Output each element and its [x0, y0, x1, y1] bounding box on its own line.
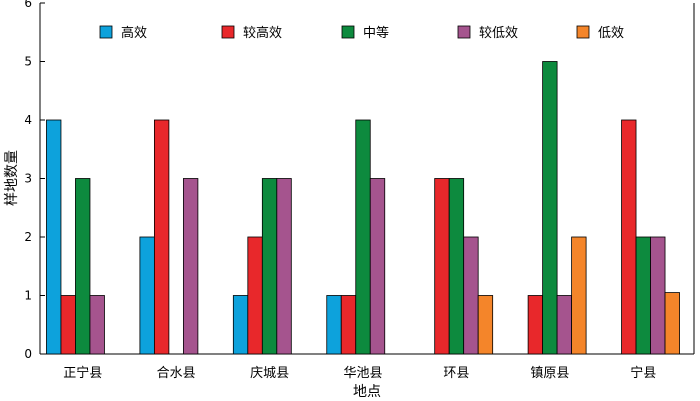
bar-7-5	[664, 292, 680, 355]
bar-6-3	[542, 61, 558, 355]
x-tick-labels: 正宁县 合水县 庆城县 华池县 环县 镇原县 宁县	[63, 365, 656, 381]
y-tick-label: 4	[24, 113, 32, 127]
x-tick-label: 环县	[443, 366, 469, 381]
legend-label: 较高效	[243, 25, 282, 41]
legend-swatch	[221, 25, 235, 39]
bar-4-3	[355, 119, 371, 355]
legend-swatch	[457, 25, 471, 39]
y-tick-label: 1	[24, 289, 32, 303]
bar-7-2	[621, 119, 637, 355]
legend-swatch	[99, 25, 113, 39]
y-tick-label: 0	[24, 347, 32, 361]
y-tick-label: 5	[24, 55, 32, 69]
legend-label: 较低效	[479, 26, 518, 41]
bar-5-5	[477, 295, 494, 355]
bar-3-1	[232, 295, 249, 355]
y-axis-title: 样地数量	[4, 150, 20, 206]
y-tick-label: 6	[24, 0, 32, 10]
x-tick-label: 正宁县	[63, 365, 102, 381]
bar-6-4	[556, 295, 573, 355]
legend-label: 中等	[363, 25, 389, 41]
y-ticks: 0 1 2 3 4 5 6	[24, 0, 45, 361]
bar-1-2	[60, 295, 76, 355]
bars	[46, 61, 680, 355]
bar-2-2	[153, 119, 170, 355]
y-tick-label: 3	[24, 172, 32, 186]
x-tick-label: 庆城县	[250, 366, 289, 381]
legend-swatch	[341, 25, 355, 39]
bar-7-3	[635, 236, 651, 355]
bar-5-3	[448, 178, 465, 355]
y-tick-label: 2	[24, 230, 32, 244]
bar-3-2	[247, 236, 263, 355]
legend: 高效 较高效 中等 较低效 低效	[99, 25, 624, 41]
x-tick-label: 合水县	[157, 366, 196, 381]
bar-7-4	[650, 236, 666, 355]
bar-4-4	[369, 178, 386, 355]
legend-label: 高效	[121, 25, 147, 41]
bar-6-5	[571, 236, 587, 355]
bar-6-2	[527, 295, 544, 355]
bar-4-2	[340, 295, 357, 355]
bar-3-4	[276, 178, 292, 355]
bar-2-1	[139, 236, 155, 355]
bar-1-3	[75, 178, 91, 355]
legend-swatch	[576, 25, 590, 39]
x-tick-label: 镇原县	[530, 366, 569, 381]
bar-4-1	[326, 295, 342, 355]
bar-1-1	[46, 119, 62, 355]
bar-3-3	[261, 178, 278, 355]
x-axis-title: 地点	[353, 384, 381, 400]
x-tick-label: 华池县	[343, 366, 382, 381]
bar-1-4	[89, 295, 105, 355]
bar-5-4	[463, 236, 479, 355]
legend-label: 低效	[598, 26, 624, 41]
bar-5-2	[434, 178, 450, 355]
x-tick-label: 宁县	[630, 365, 656, 381]
bar-2-4	[182, 178, 199, 355]
